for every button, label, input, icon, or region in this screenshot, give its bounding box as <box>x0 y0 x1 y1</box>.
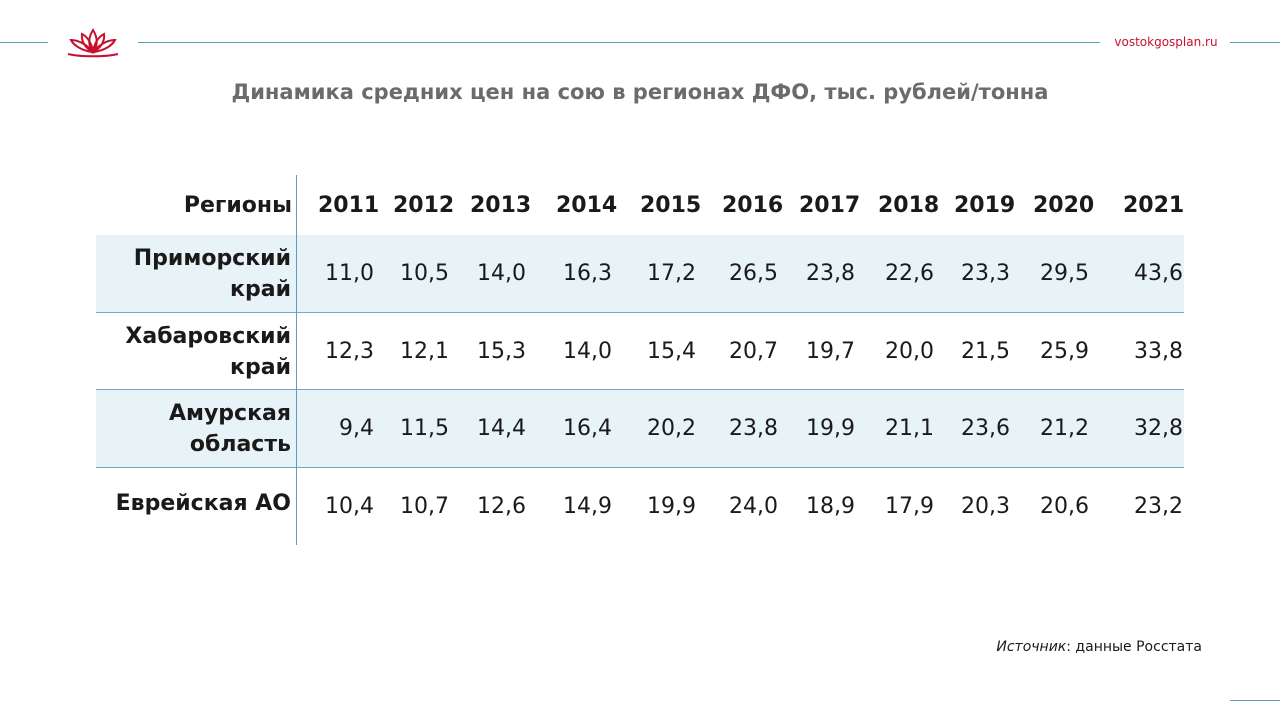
table-cell-value: 25,9 <box>1019 339 1089 364</box>
table-cell-value: 20,3 <box>940 494 1010 519</box>
table-cell-value: 16,3 <box>542 261 612 286</box>
table-cell-value: 15,4 <box>626 339 696 364</box>
table-cell-value: 20,7 <box>708 339 778 364</box>
table-cell-value: 22,6 <box>864 261 934 286</box>
table-cell-value: 14,4 <box>456 416 526 441</box>
table-cell-value: 23,8 <box>708 416 778 441</box>
top-rule-middle <box>138 42 1100 43</box>
table-cell-value: 9,4 <box>304 416 374 441</box>
table-cell-value: 23,3 <box>940 261 1010 286</box>
table-cell-value: 32,8 <box>1113 416 1183 441</box>
table-cell-value: 23,6 <box>940 416 1010 441</box>
top-rule-left <box>0 42 48 43</box>
source-label: Источник <box>996 639 1066 655</box>
table-cell-value: 12,1 <box>379 339 449 364</box>
table-cell-value: 11,5 <box>379 416 449 441</box>
table-cell-value: 24,0 <box>708 494 778 519</box>
region-name: Хабаровский край <box>96 321 291 383</box>
year-header: 2021 <box>1123 193 1184 218</box>
source-text: : данные Росстата <box>1066 639 1202 655</box>
table-cell-value: 17,2 <box>626 261 696 286</box>
table-cell-value: 14,0 <box>542 339 612 364</box>
table-cell-value: 21,1 <box>864 416 934 441</box>
region-column-header: Регионы <box>96 193 292 218</box>
year-header: 2017 <box>799 193 860 218</box>
year-header: 2019 <box>954 193 1015 218</box>
table-cell-value: 15,3 <box>456 339 526 364</box>
table-cell-value: 19,9 <box>626 494 696 519</box>
site-url[interactable]: vostokgosplan.ru <box>1104 35 1228 49</box>
table-divider <box>296 175 297 545</box>
year-header: 2012 <box>393 193 454 218</box>
table-cell-value: 11,0 <box>304 261 374 286</box>
table-cell-value: 23,2 <box>1113 494 1183 519</box>
table-cell-value: 10,7 <box>379 494 449 519</box>
table-cell-value: 29,5 <box>1019 261 1089 286</box>
region-name-line: край <box>96 274 291 305</box>
region-name: Амурская область <box>96 398 291 460</box>
table-cell-value: 33,8 <box>1113 339 1183 364</box>
table-cell-value: 23,8 <box>785 261 855 286</box>
table-cell-value: 21,2 <box>1019 416 1089 441</box>
table-cell-value: 12,3 <box>304 339 374 364</box>
table-cell-value: 10,5 <box>379 261 449 286</box>
table-cell-value: 43,6 <box>1113 261 1183 286</box>
year-header: 2020 <box>1033 193 1094 218</box>
region-name-line: Хабаровский <box>96 321 291 352</box>
table-cell-value: 26,5 <box>708 261 778 286</box>
table-cell-value: 20,0 <box>864 339 934 364</box>
table-cell-value: 20,6 <box>1019 494 1089 519</box>
table-cell-value: 20,2 <box>626 416 696 441</box>
table-cell-value: 14,0 <box>456 261 526 286</box>
year-header: 2013 <box>470 193 531 218</box>
table-cell-value: 18,9 <box>785 494 855 519</box>
lotus-logo-icon <box>62 24 124 62</box>
year-header: 2011 <box>318 193 379 218</box>
region-name: Еврейская АО <box>96 488 291 519</box>
table-cell-value: 17,9 <box>864 494 934 519</box>
top-rule-right <box>1230 42 1280 43</box>
price-table: Регионы 2011 2012 2013 2014 2015 2016 20… <box>96 175 1184 545</box>
table-cell-value: 19,9 <box>785 416 855 441</box>
table-cell-value: 14,9 <box>542 494 612 519</box>
region-name: Приморский край <box>96 243 291 305</box>
table-cell-value: 12,6 <box>456 494 526 519</box>
table-cell-value: 19,7 <box>785 339 855 364</box>
region-name-line: Приморский <box>96 243 291 274</box>
year-header: 2015 <box>640 193 701 218</box>
table-cell-value: 16,4 <box>542 416 612 441</box>
region-name-line: край <box>96 352 291 383</box>
source-note: Источник: данные Росстата <box>940 639 1202 655</box>
year-header: 2016 <box>722 193 783 218</box>
region-name-line: Амурская <box>96 398 291 429</box>
region-name-line: Еврейская АО <box>96 488 291 519</box>
year-header: 2018 <box>878 193 939 218</box>
year-header: 2014 <box>556 193 617 218</box>
region-name-line: область <box>96 429 291 460</box>
bottom-rule-right <box>1230 700 1280 701</box>
table-header-row: Регионы 2011 2012 2013 2014 2015 2016 20… <box>96 175 1184 237</box>
table-cell-value: 21,5 <box>940 339 1010 364</box>
page-title: Динамика средних цен на сою в регионах Д… <box>0 80 1280 104</box>
table-cell-value: 10,4 <box>304 494 374 519</box>
